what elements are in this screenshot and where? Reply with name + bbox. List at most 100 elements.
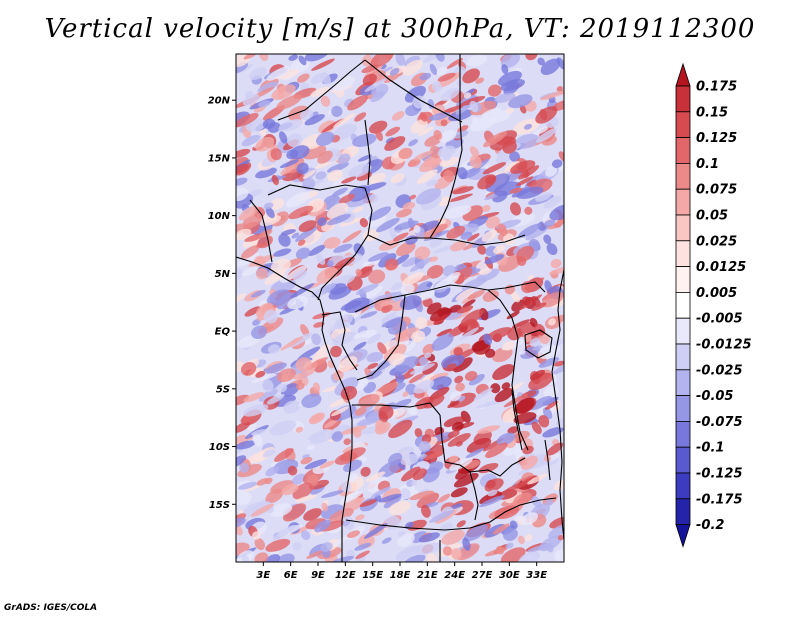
field-blob [243, 404, 269, 417]
field-blob [347, 95, 368, 111]
field-blob [285, 264, 309, 281]
field-blob [391, 111, 405, 121]
field-blob [413, 379, 435, 394]
field-blob [517, 535, 525, 545]
field-blob [400, 283, 415, 295]
field-blob [419, 72, 432, 81]
field-blob [495, 154, 510, 165]
field-blob [413, 150, 433, 161]
field-blob [294, 494, 317, 503]
field-blob [401, 466, 421, 482]
field-blob [338, 356, 358, 373]
field-blob [443, 169, 455, 183]
colorbar-label: 0.175 [696, 80, 737, 95]
field-blob [550, 258, 562, 269]
field-blob [378, 405, 394, 420]
field-blob [378, 253, 397, 268]
field-blob [501, 64, 509, 75]
field-blob [293, 369, 316, 380]
field-blob [279, 159, 299, 169]
field-blob [321, 502, 328, 512]
field-blob [327, 162, 349, 173]
field-blob [502, 140, 517, 154]
field-blob [509, 520, 518, 530]
field-blob [524, 206, 533, 215]
lon-tick-label: 15E [362, 570, 383, 581]
field-blob [447, 430, 460, 439]
field-blob [292, 542, 302, 551]
field-blob [466, 437, 492, 453]
field-blob [263, 309, 278, 324]
lat-tick-label: 5N [215, 269, 231, 280]
border-chad-car [367, 234, 430, 246]
colorbar-segment [675, 369, 691, 396]
field-blob [463, 92, 472, 99]
field-blob [236, 550, 254, 562]
field-blob [319, 460, 335, 469]
field-blob [556, 86, 563, 92]
field-blob [415, 542, 442, 556]
field-blob [503, 528, 518, 541]
field-blob [255, 136, 275, 152]
field-blob [498, 70, 522, 86]
lon-tick-label: 24E [444, 570, 465, 581]
colorbar: 0.175 0.15 0.125 0.1 0.075 0.05 0.025 0.0125 0.0… [675, 62, 752, 548]
field-blob [456, 520, 466, 528]
colorbar-segment [675, 214, 691, 242]
lon-tick-label: 6E [284, 570, 298, 581]
field-blob [352, 133, 377, 147]
border-congo-drc [356, 294, 406, 381]
field-blob [484, 478, 504, 492]
field-blob [354, 542, 372, 551]
field-blob [265, 488, 284, 504]
field-blob [313, 321, 325, 328]
field-blob [515, 176, 534, 187]
field-blob [428, 112, 451, 121]
field-blob [412, 468, 427, 481]
field-blob [435, 54, 445, 62]
field-blob [414, 246, 431, 260]
field-blob [396, 208, 412, 218]
field-blob [531, 421, 542, 435]
field-blob [500, 54, 521, 68]
field-blob [527, 473, 548, 485]
axis-ticks: 3E 6E 9E 12E 15E 18E 21E 24E 27E 30E 33E 20N 15N 10N 5… [208, 96, 548, 581]
field-blob [307, 428, 329, 440]
field-blob [355, 514, 365, 521]
field-blob [276, 94, 302, 110]
field-blob [388, 353, 405, 366]
border-gabon-congo [321, 311, 358, 371]
field-blob [308, 479, 330, 490]
field-blob [532, 345, 543, 351]
lat-tick-label: 5S [216, 384, 230, 395]
field-blob [312, 352, 329, 361]
colorbar-label: 0.15 [696, 105, 728, 120]
field-blob [504, 481, 527, 492]
field-blob [402, 201, 416, 211]
field-blob [236, 187, 249, 202]
colorbar-segment [675, 446, 691, 474]
field-blob [359, 499, 378, 507]
field-blob [240, 361, 257, 376]
field-blob [388, 500, 411, 515]
field-blob [308, 244, 326, 256]
field-blob [452, 186, 474, 195]
field-blob [327, 169, 344, 182]
field-blob [273, 248, 292, 257]
field-blob [293, 269, 308, 281]
field-blob [494, 388, 514, 403]
field-blob [553, 338, 564, 346]
field-blob [433, 129, 443, 140]
field-blob [557, 534, 564, 541]
field-blob [280, 164, 296, 176]
field-blob [272, 524, 296, 541]
field-blob [440, 119, 448, 127]
field-blob [486, 327, 512, 341]
field-blob [265, 206, 275, 219]
field-blob [381, 316, 404, 328]
field-blob [394, 327, 420, 342]
field-blob [459, 327, 479, 341]
field-blob [457, 167, 468, 180]
field-blob [353, 330, 370, 339]
field-blob [542, 426, 564, 438]
